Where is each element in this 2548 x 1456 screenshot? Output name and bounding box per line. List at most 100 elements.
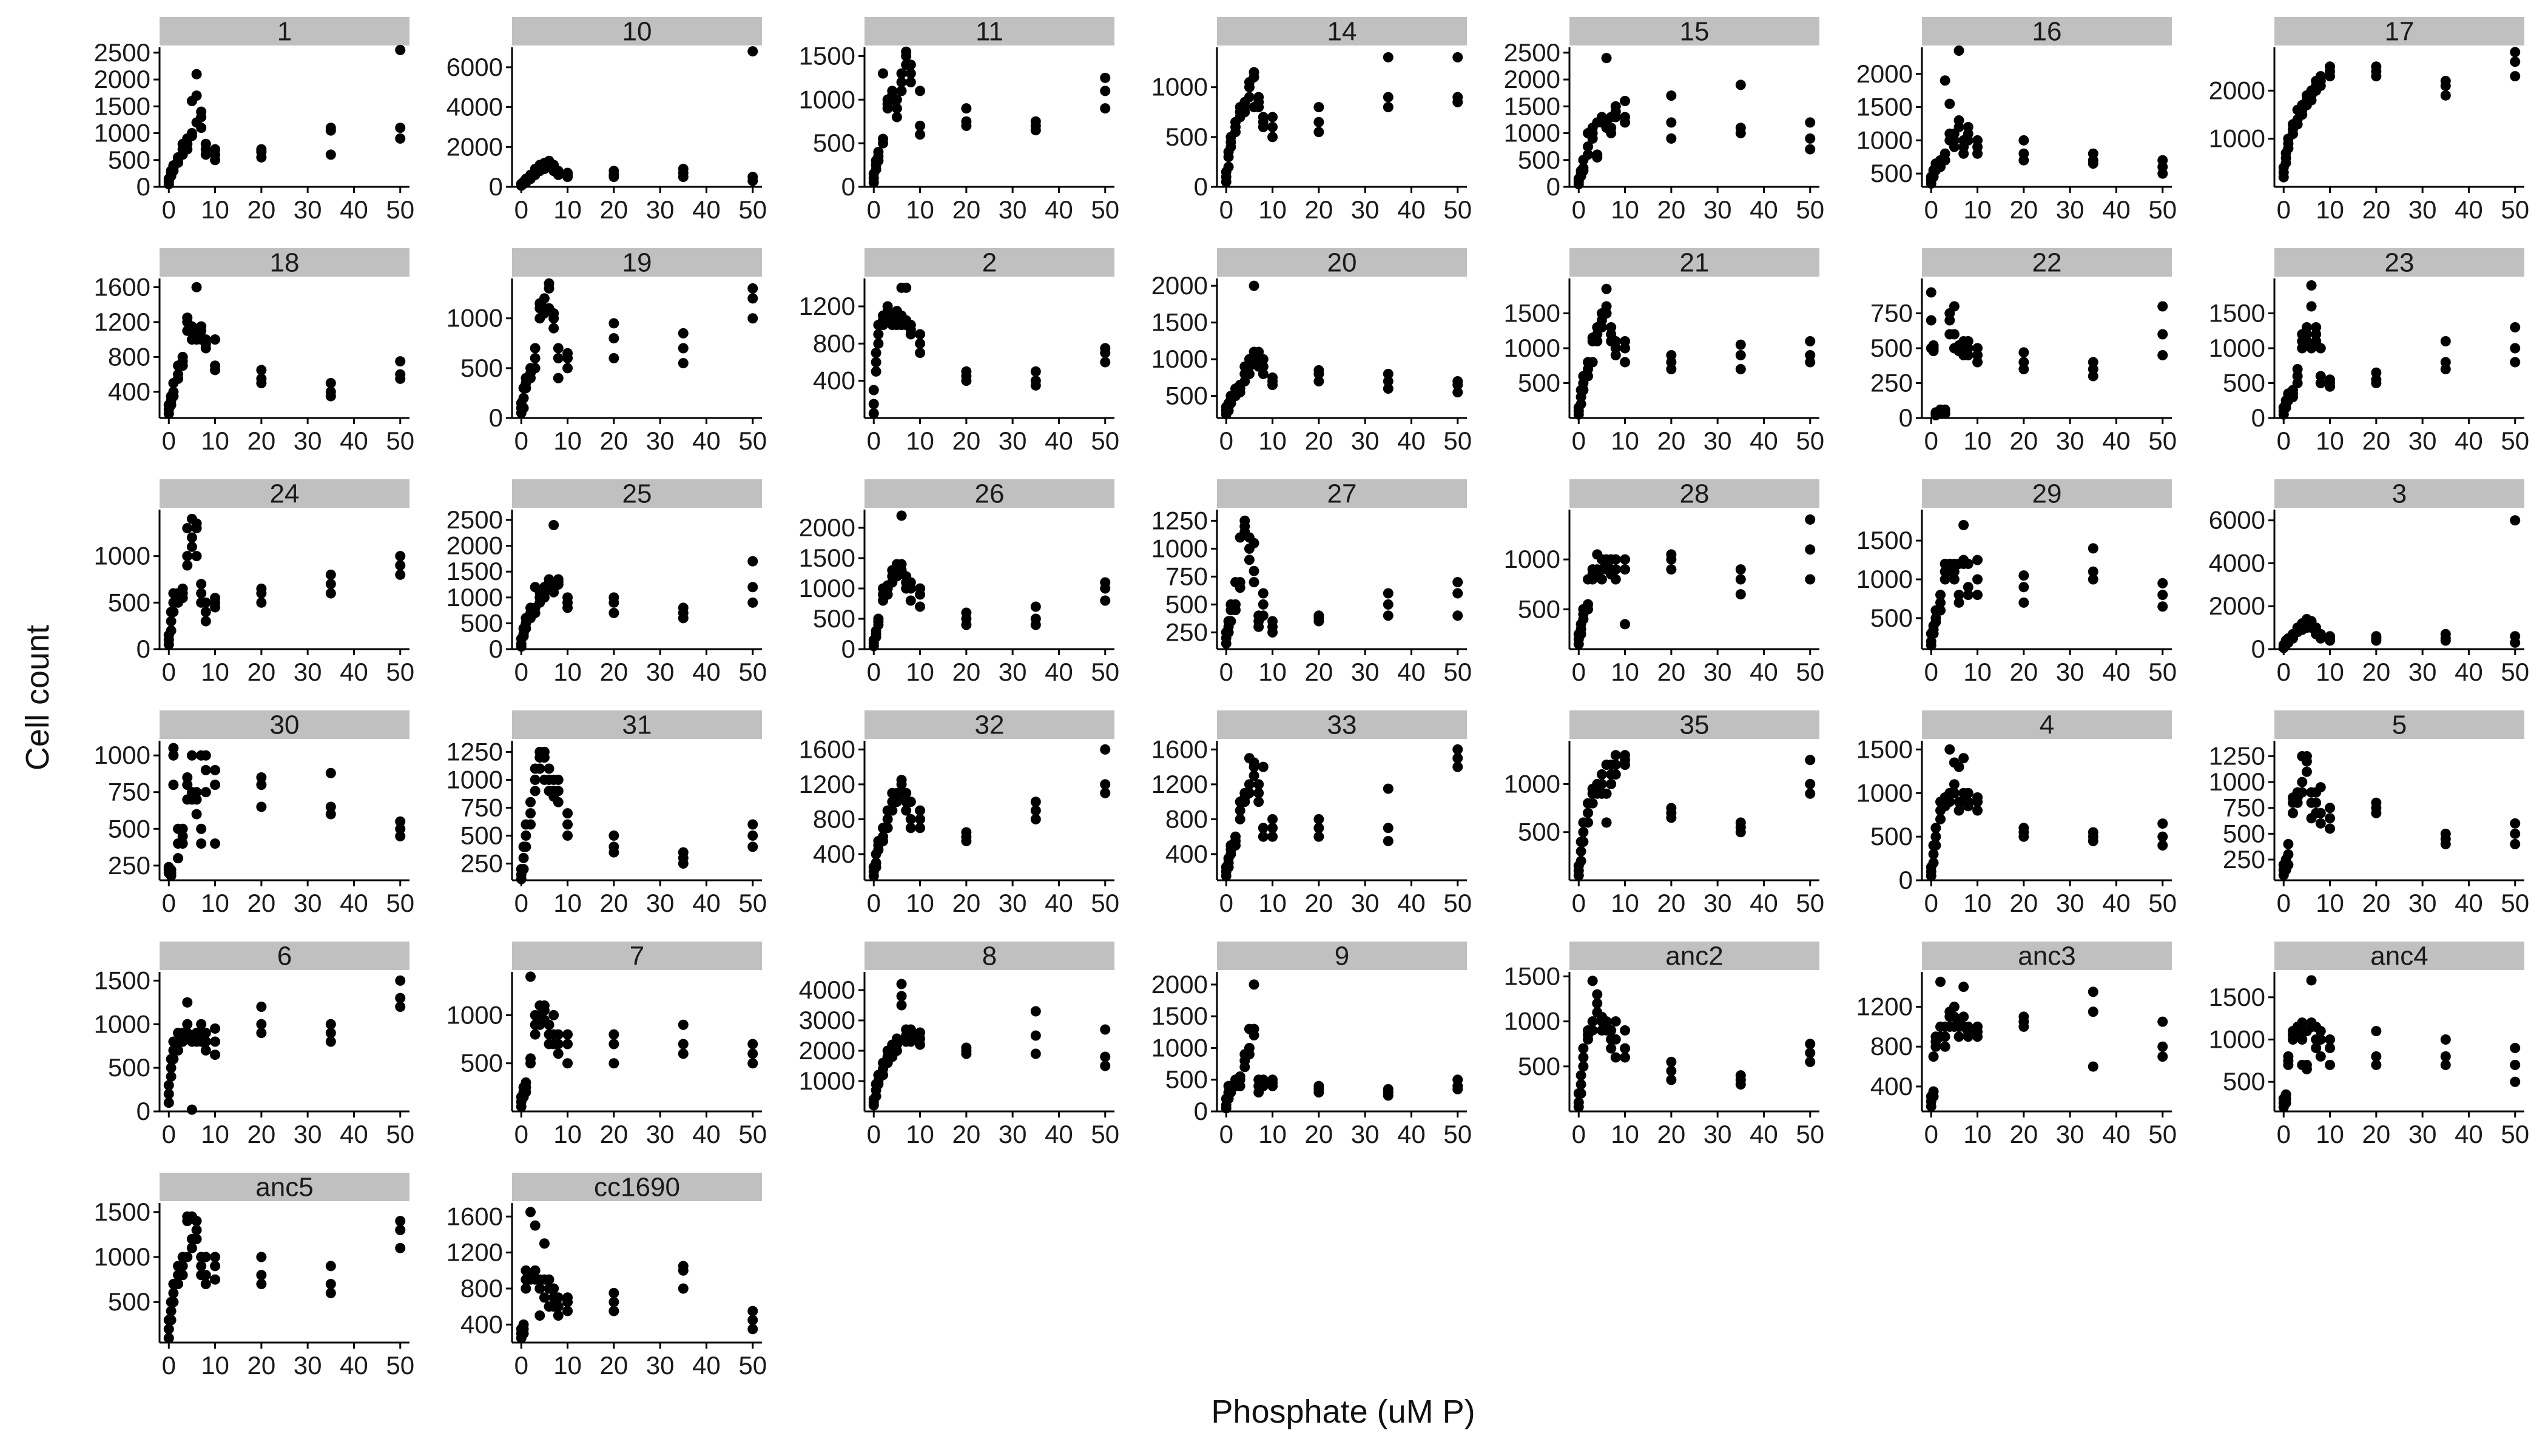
- data-point: [608, 1287, 619, 1298]
- x-tick-label: 20: [247, 426, 275, 455]
- data-point: [2510, 322, 2521, 332]
- data-point: [2088, 148, 2098, 159]
- panel-16: 16 500 1000 1500 2000 0 10 20 30 40 50: [1856, 17, 2177, 224]
- data-point: [325, 1028, 336, 1039]
- data-point: [678, 1283, 689, 1294]
- data-point: [1258, 354, 1269, 365]
- y-tick-label: 1000: [799, 574, 855, 602]
- data-point: [2371, 631, 2382, 642]
- data-point: [905, 797, 916, 807]
- data-point: [1601, 301, 1612, 312]
- data-point: [2157, 1051, 2168, 1062]
- data-point: [1666, 803, 1677, 814]
- data-point: [1610, 336, 1621, 346]
- data-point: [2157, 818, 2168, 829]
- data-point: [191, 1225, 202, 1236]
- data-point: [1587, 357, 1598, 368]
- y-tick-label: 400: [108, 377, 150, 406]
- data-point: [525, 1207, 536, 1218]
- data-point: [210, 1050, 221, 1060]
- data-point: [1666, 549, 1677, 560]
- data-point: [395, 823, 406, 834]
- y-tick-label: 1500: [94, 92, 150, 120]
- data-point: [1972, 574, 1983, 585]
- data-point: [1383, 835, 1394, 846]
- data-point: [678, 358, 689, 369]
- facet-title: 11: [976, 17, 1003, 47]
- x-tick-label: 30: [1704, 1120, 1732, 1148]
- data-point: [2157, 350, 2168, 360]
- data-point: [1606, 778, 1617, 789]
- data-point: [1576, 855, 1586, 866]
- data-point: [678, 1019, 689, 1030]
- data-point: [1805, 144, 1816, 155]
- data-point: [608, 1306, 619, 1316]
- y-tick-label: 500: [2223, 369, 2265, 397]
- data-point: [518, 864, 529, 875]
- data-point: [1249, 757, 1259, 768]
- x-tick-label: 10: [1258, 195, 1287, 224]
- data-point: [1601, 817, 1612, 828]
- x-tick-label: 10: [906, 658, 934, 686]
- data-point: [2510, 343, 2521, 354]
- data-point: [1940, 75, 1950, 86]
- x-tick-label: 40: [2455, 426, 2483, 455]
- data-point: [678, 1048, 689, 1059]
- data-point: [166, 625, 177, 636]
- facet-title: 18: [270, 248, 300, 278]
- y-tick-label: 500: [460, 1049, 503, 1077]
- data-point: [256, 1002, 267, 1012]
- panel-10: 10 0 2000 4000 6000 0 10 20 30 40 50: [447, 17, 767, 224]
- y-tick-label: 1250: [2209, 742, 2265, 770]
- data-point: [1620, 564, 1631, 575]
- data-point: [1735, 79, 1746, 90]
- panel-anc2: anc2 500 1000 1500 0 10 20 30 40 50: [1504, 942, 1825, 1149]
- data-point: [1666, 1056, 1677, 1067]
- data-point: [1587, 1025, 1598, 1036]
- y-tick-label: 1500: [1151, 308, 1208, 337]
- x-tick-label: 50: [1091, 195, 1119, 224]
- data-point: [1606, 1025, 1617, 1036]
- data-point: [896, 991, 907, 1002]
- data-point: [868, 408, 879, 419]
- y-tick-label: 800: [1165, 804, 1208, 833]
- data-point: [200, 1045, 211, 1056]
- data-point: [1383, 368, 1394, 379]
- data-point: [915, 823, 926, 834]
- facet-title: 29: [2032, 479, 2062, 509]
- data-point: [915, 601, 926, 612]
- data-point: [891, 103, 902, 114]
- data-point: [2311, 1042, 2322, 1053]
- facet-title: anc4: [2370, 942, 2428, 971]
- y-tick-label: 2000: [1856, 59, 1913, 88]
- y-tick-label: 0: [136, 635, 150, 663]
- y-tick-label: 800: [813, 329, 855, 357]
- data-point: [256, 1019, 267, 1030]
- data-point: [1235, 1071, 1245, 1082]
- data-point: [2157, 831, 2168, 842]
- data-point: [256, 1252, 267, 1262]
- x-tick-label: 0: [1572, 426, 1586, 455]
- data-point: [1949, 329, 1960, 340]
- data-point: [1313, 814, 1324, 824]
- data-point: [562, 1306, 573, 1316]
- data-point: [1928, 340, 1939, 351]
- panel-30: 30 250 500 750 1000 0 10 20 30 40 50: [94, 710, 415, 918]
- x-tick-label: 50: [738, 195, 767, 224]
- data-point: [1452, 1074, 1463, 1085]
- data-point: [539, 1238, 550, 1249]
- data-point: [1930, 840, 1941, 851]
- data-point: [395, 560, 406, 571]
- data-point: [1239, 521, 1250, 532]
- data-point: [1244, 361, 1255, 372]
- data-point: [1949, 301, 1960, 312]
- data-point: [256, 801, 267, 812]
- facet-strip: [1922, 479, 2172, 508]
- facet-strip: [160, 248, 410, 277]
- panel-9: 9 0 500 1000 1500 2000 0 10 20 30 40 50: [1151, 942, 1472, 1149]
- y-tick-label: 1000: [2209, 334, 2265, 362]
- data-point: [210, 764, 221, 775]
- data-point: [747, 819, 758, 830]
- x-tick-label: 30: [2056, 426, 2085, 455]
